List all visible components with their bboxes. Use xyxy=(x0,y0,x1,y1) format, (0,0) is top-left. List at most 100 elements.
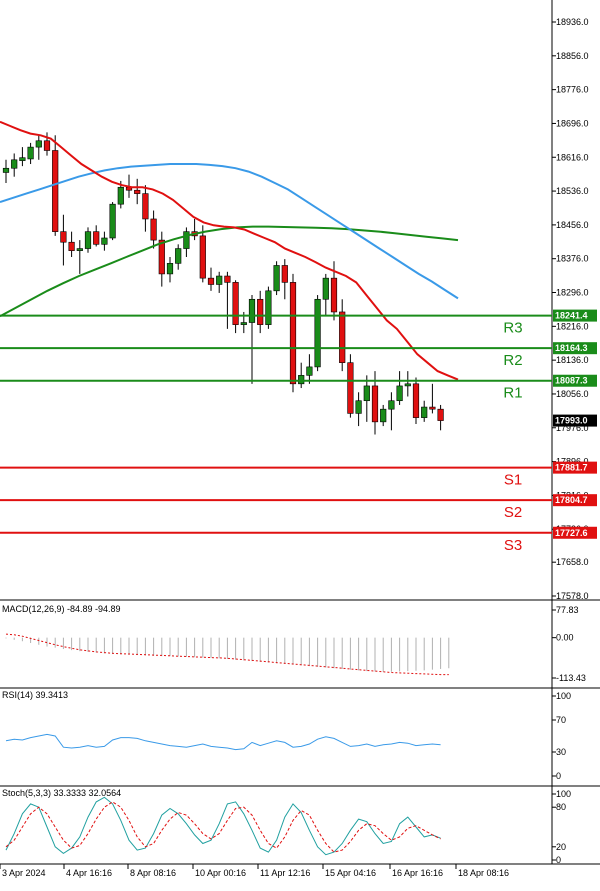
candle-body xyxy=(216,275,223,285)
candle-body xyxy=(281,265,288,283)
level-name-r1: R1 xyxy=(503,385,522,402)
candle-body xyxy=(166,263,174,275)
candle-body xyxy=(150,218,157,241)
macd-panel: MACD(12,26,9) -84.89 -94.89 77.83 0.00 -113… xyxy=(2,604,586,683)
price-tick-label: 18696.0 xyxy=(556,118,589,128)
level-tag-label-s1: 17881.7 xyxy=(555,463,588,473)
price-tick-label: 17578.0 xyxy=(556,591,589,601)
candle-body xyxy=(371,385,379,423)
candle-body xyxy=(273,265,280,292)
level-tag-label-r3: 18241.4 xyxy=(555,311,588,321)
candle-body xyxy=(404,383,411,387)
price-tick-label: 18536.0 xyxy=(556,186,589,196)
stoch-panel: Stoch(5,3,3) 33.3333 32.0564 100 80 20 0 xyxy=(2,788,571,865)
level-tag-s3 xyxy=(553,526,597,539)
level-tag-r3 xyxy=(553,309,597,322)
rsi-tick-label: 100 xyxy=(556,691,571,701)
candle-body xyxy=(347,362,354,414)
candle-body xyxy=(298,375,305,385)
rsi-label: RSI(14) 39.3413 xyxy=(2,690,68,700)
stoch-tick-label: 20 xyxy=(556,842,566,852)
candle-body xyxy=(289,282,297,385)
macd-label: MACD(12,26,9) -84.89 -94.89 xyxy=(2,604,121,614)
candle-body xyxy=(396,385,403,402)
candle-body xyxy=(380,408,387,423)
time-tick-label: 15 Apr 04:16 xyxy=(325,868,376,878)
candle-body xyxy=(224,275,231,283)
candle-body xyxy=(388,400,395,410)
candle-body xyxy=(101,237,108,245)
stoch-label: Stoch(5,3,3) 33.3333 32.0564 xyxy=(2,788,121,798)
time-axis: 3 Apr 2024 4 Apr 16:16 8 Apr 08:16 10 Apr 0… xyxy=(0,864,509,878)
level-name-r2: R2 xyxy=(503,352,522,369)
candle-body xyxy=(35,140,42,148)
candle-body xyxy=(322,277,329,300)
price-tick-label: 18376.0 xyxy=(556,254,589,264)
time-tick-label: 8 Apr 08:16 xyxy=(130,868,176,878)
level-name-s3: S3 xyxy=(504,537,522,554)
candle-body xyxy=(257,298,264,325)
candle-body xyxy=(11,159,18,169)
candle-body xyxy=(117,186,124,205)
price-tick-label: 18776.0 xyxy=(556,85,589,95)
time-tick-label: 11 Apr 12:16 xyxy=(260,868,310,878)
level-tag-label-r2: 18164.3 xyxy=(555,343,588,353)
candle-body xyxy=(412,383,420,418)
level-tag-r1 xyxy=(553,374,597,387)
macd-tick-label: 0.00 xyxy=(556,633,574,643)
stoch-d-line xyxy=(5,801,441,853)
current-price-label: 17993.0 xyxy=(555,416,588,426)
level-tag-r2 xyxy=(553,342,597,355)
candle-body xyxy=(330,277,338,313)
candle-body xyxy=(339,311,346,363)
stoch-tick-label: 0 xyxy=(556,855,561,865)
level-name-s2: S2 xyxy=(504,504,522,521)
price-tick-label: 18616.0 xyxy=(556,152,589,162)
time-tick-label: 10 Apr 00:16 xyxy=(195,868,246,878)
macd-tick-label: 77.83 xyxy=(556,605,579,615)
candle-body xyxy=(43,140,51,151)
candle-body xyxy=(27,146,34,160)
price-tick-label: 17976.0 xyxy=(556,423,589,433)
candle-body xyxy=(93,231,100,245)
level-name-r3: R3 xyxy=(503,320,522,337)
candle-body xyxy=(363,385,370,402)
candle-body xyxy=(232,282,239,325)
level-tag-label-s3: 17727.6 xyxy=(555,528,588,538)
level-tag-label-r1: 18087.3 xyxy=(555,376,588,386)
candle-body xyxy=(158,239,165,275)
candle-body xyxy=(134,189,141,194)
rsi-panel: RSI(14) 39.3413 100 70 30 0 xyxy=(2,690,571,781)
time-tick-label: 18 Apr 08:16 xyxy=(458,868,509,878)
stoch-tick-label: 80 xyxy=(556,802,566,812)
price-tick-label: 18056.0 xyxy=(556,389,589,399)
time-tick-label: 16 Apr 16:16 xyxy=(392,868,443,878)
candle-body xyxy=(306,366,313,376)
price-tick-label: 18856.0 xyxy=(556,51,589,61)
ma-green-line xyxy=(0,225,459,318)
candle-body xyxy=(265,290,272,325)
rsi-line xyxy=(5,733,441,751)
candle-body xyxy=(314,298,321,368)
main-price-panel: 18936.0 18856.0 18776.0 18696.0 18616.0 18536… xyxy=(0,0,600,865)
candle-body xyxy=(175,248,182,264)
rsi-tick-label: 30 xyxy=(556,747,566,757)
candle-body xyxy=(52,150,59,232)
macd-tick-label: -113.43 xyxy=(556,673,586,683)
time-tick-label: 3 Apr 2024 xyxy=(2,868,46,878)
level-tag-label-s2: 17804.7 xyxy=(555,495,588,505)
price-tick-label: 18136.0 xyxy=(556,355,589,365)
candle-body xyxy=(2,167,10,173)
candle-body xyxy=(109,203,116,239)
rsi-tick-label: 0 xyxy=(556,771,561,781)
price-tick-label: 18936.0 xyxy=(556,17,589,27)
level-tag-s2 xyxy=(553,494,597,507)
stoch-tick-label: 100 xyxy=(556,789,571,799)
candle-body xyxy=(199,235,206,279)
candle-body xyxy=(240,322,247,325)
price-tick-label: 17658.0 xyxy=(556,557,589,567)
candle-body xyxy=(84,231,92,249)
candle-body xyxy=(68,241,75,251)
